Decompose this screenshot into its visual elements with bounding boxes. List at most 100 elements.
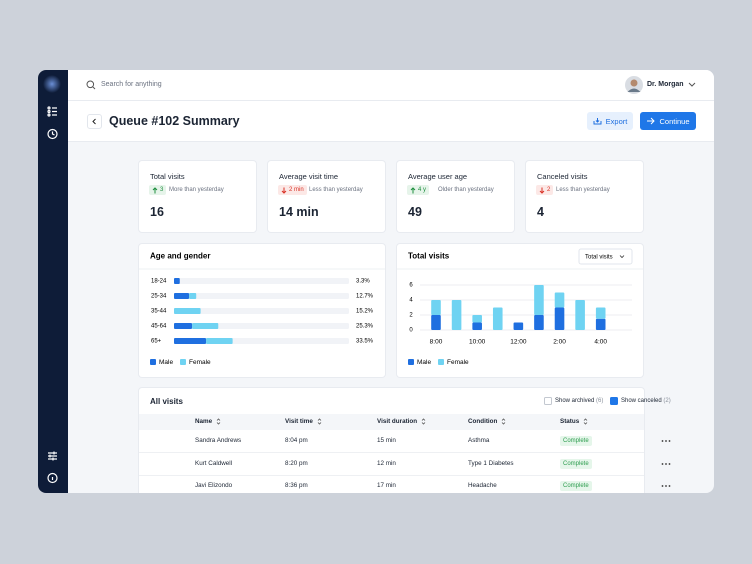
- bar-segment: [472, 322, 482, 330]
- column-header[interactable]: Visit duration: [377, 418, 426, 425]
- user-menu-chevron[interactable]: [688, 82, 696, 88]
- export-button[interactable]: Export: [587, 112, 633, 130]
- filter-label[interactable]: Show canceled (2): [621, 398, 671, 404]
- nav-history[interactable]: [47, 128, 58, 140]
- nav-help[interactable]: [47, 472, 58, 484]
- arrow-path: [410, 186, 416, 193]
- filter-text: Show canceled: [621, 398, 662, 404]
- menu-dot: [661, 440, 664, 442]
- category-label: 45-64: [151, 324, 167, 330]
- bar-segment: [174, 293, 190, 299]
- page-title: Queue #102 Summary: [109, 114, 240, 128]
- sort-path: [317, 418, 322, 425]
- checkbox[interactable]: [544, 397, 552, 405]
- filter-label[interactable]: Show archived (6): [555, 398, 603, 404]
- legend-label: Female: [447, 359, 469, 366]
- delta-arrow: [539, 187, 545, 194]
- sort-path: [216, 418, 221, 425]
- stat-delta-value: 3: [160, 187, 164, 193]
- row-menu[interactable]: [661, 484, 671, 488]
- stat-delta: 4 y: [407, 185, 430, 195]
- menu-dot: [668, 485, 671, 487]
- menu-dot: [661, 462, 664, 465]
- chart-selector[interactable]: Total visits: [578, 248, 633, 265]
- delta-arrow: [410, 186, 416, 193]
- legend-swatch: [408, 359, 414, 365]
- table-header-row: [139, 414, 644, 430]
- avatar[interactable]: [625, 76, 643, 94]
- stat-card: Average visit time 2 min Less than yesterd…: [268, 161, 385, 232]
- bar-segment: [174, 338, 207, 344]
- stat-delta-value: 2: [547, 187, 551, 193]
- menu-dot: [661, 485, 664, 487]
- value-label: 15.2%: [356, 309, 374, 315]
- stat-note: Less than yesterday: [309, 187, 363, 193]
- nav-settings[interactable]: [48, 451, 57, 461]
- stat-label: Canceled visits: [537, 172, 588, 181]
- delta-arrow: [152, 186, 158, 193]
- logo[interactable]: [43, 75, 61, 93]
- category-label: 65+: [151, 339, 162, 345]
- value-label: 12.7%: [356, 294, 374, 300]
- back-button[interactable]: [87, 114, 102, 129]
- search-input[interactable]: Search for anything: [101, 81, 162, 88]
- stat-delta: 3: [149, 185, 167, 195]
- stat-label: Average user age: [408, 172, 468, 181]
- stat-value: 16: [150, 205, 164, 219]
- sort-path: [583, 418, 588, 425]
- bar-segment: [595, 307, 606, 319]
- selector-chevron: [619, 255, 625, 259]
- menu-dot: [665, 440, 667, 442]
- column-header[interactable]: Name: [195, 418, 221, 425]
- bar-segment: [451, 300, 462, 330]
- row-divider: [139, 452, 644, 453]
- x-tick-label: 2:00: [553, 339, 566, 346]
- sort-path: [502, 418, 506, 425]
- stat-delta-value: 2 min: [289, 187, 304, 193]
- bar-segment: [192, 323, 219, 329]
- export-label: Export: [605, 116, 628, 126]
- check-path: [611, 406, 617, 411]
- arrow-path: [281, 187, 287, 194]
- stat-delta: 2 min: [278, 185, 307, 195]
- age-gender-card: Age and gender 18-24 3.3% 25-34 12.7% 35-44 15…: [139, 244, 385, 377]
- chart: Total visits 0 2 4 6 8:00 10:00 12:00 2:00 4:00 To…: [397, 248, 643, 366]
- stat-value: 49: [408, 205, 422, 219]
- visits-table-card: All visits Show archived (6) Show canceled…: [139, 388, 671, 493]
- row-menu[interactable]: [661, 462, 671, 466]
- filter-count: (6): [596, 398, 604, 404]
- sort-icon: [216, 418, 221, 425]
- menu-dot: [668, 440, 671, 442]
- checkbox[interactable]: [610, 397, 618, 411]
- x-tick-label: 8:00: [430, 339, 443, 346]
- legend-label: Male: [159, 359, 173, 366]
- table-cell: Sandra Andrews: [195, 437, 242, 444]
- bar-track: [174, 278, 349, 284]
- column-header[interactable]: Status: [560, 418, 588, 425]
- y-tick-label: 6: [409, 283, 413, 289]
- search-icon: [86, 80, 96, 90]
- continue-button[interactable]: Continue: [640, 112, 696, 130]
- sort-icon: [502, 418, 506, 425]
- column-name: Status: [560, 418, 580, 425]
- column-name: Name: [195, 418, 213, 425]
- stat-value: 4: [537, 205, 544, 219]
- page-header: Queue #102 Summary Export Continue: [68, 101, 714, 142]
- continue-label: Continue: [659, 116, 690, 126]
- visits-chart-card: Total visits 0 2 4 6 8:00 10:00 12:00 2:00 4:00 To…: [397, 244, 643, 377]
- bar-segment: [534, 285, 544, 315]
- delta-arrow: [281, 187, 287, 194]
- column-header[interactable]: Visit time: [285, 418, 322, 425]
- table-title: All visits: [150, 397, 183, 406]
- row-menu[interactable]: [661, 439, 671, 443]
- selector-box: [578, 248, 633, 265]
- table-cell: Headache: [468, 482, 497, 489]
- check-icon: [611, 406, 617, 411]
- y-tick-label: 0: [409, 328, 413, 334]
- nav-list[interactable]: [47, 106, 57, 117]
- user-name[interactable]: Dr. Morgan: [647, 81, 684, 88]
- selector-label: Total visits: [585, 254, 613, 260]
- column-header[interactable]: Condition: [468, 418, 506, 425]
- bar-segment: [174, 308, 201, 314]
